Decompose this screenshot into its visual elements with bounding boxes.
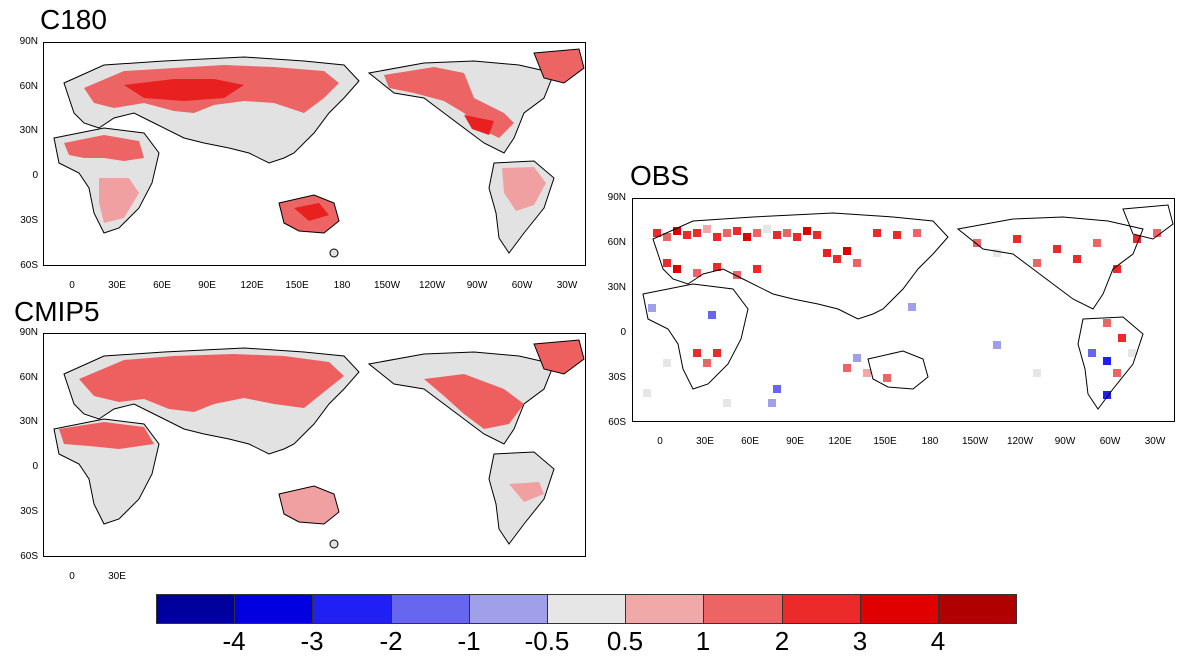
obs-lon-label-30e: 30E: [696, 436, 714, 447]
obs-lat-label-30s: 30S: [608, 372, 626, 383]
c180-lat-label-60s: 60S: [20, 260, 38, 271]
obs-lon-label-90e: 90E: [786, 436, 804, 447]
obs-lon-label-90w: 90W: [1054, 436, 1076, 447]
colorbar-box-5: [547, 595, 627, 623]
colorbar-label-1: -3: [300, 626, 324, 656]
map-cmip5: [43, 333, 586, 557]
colorbar-box-0: [157, 595, 236, 623]
obs-lon-label-150w: 150W: [961, 436, 989, 447]
panel-title-c180: C180: [40, 4, 107, 35]
cmip5-lat-label-30s: 30S: [20, 506, 38, 517]
c180-lon-label-30e: 30E: [108, 280, 126, 291]
panel-title-cmip5: CMIP5: [14, 296, 100, 327]
colorbar-box-10: [938, 595, 1017, 623]
c180-lon-label-0: 0: [69, 280, 75, 291]
c180-lon-label-180: 180: [333, 280, 351, 291]
panel-title-obs: OBS: [630, 160, 690, 191]
cmip5-lon-label-0: 0: [69, 571, 75, 582]
colorbar-box-2: [313, 595, 392, 623]
map-obs-svg: [642, 204, 1174, 410]
colorbar-label-6: 1: [695, 626, 711, 656]
map-cmip5-svg: [53, 339, 585, 549]
cmip5-lat-label-60n: 60N: [19, 372, 38, 383]
c180-lon-label-60w: 60W: [511, 280, 533, 291]
obs-lon-label-0: 0: [657, 436, 663, 447]
map-c180: [43, 42, 586, 266]
c180-lon-label-90w: 90W: [466, 280, 488, 291]
c180-lon-label-30w: 30W: [556, 280, 578, 291]
obs-coastlines: [642, 204, 1174, 410]
c180-lat-label-0: 0: [32, 170, 38, 181]
colorbar-box-7: [704, 595, 783, 623]
colorbar-label-7: 2: [774, 626, 790, 656]
cmip5-lon-label-30e: 30E: [108, 571, 126, 582]
obs-lon-label-60w: 60W: [1099, 436, 1121, 447]
cmip5-lat-label-60s: 60S: [20, 551, 38, 562]
obs-lon-label-30w: 30W: [1144, 436, 1166, 447]
colorbar-box-1: [235, 595, 314, 623]
colorbar-label-3: -1: [457, 626, 481, 656]
colorbar-label-2: -2: [379, 626, 403, 656]
colorbar-box-8: [782, 595, 861, 623]
c180-lon-label-120e: 120E: [240, 280, 264, 291]
colorbar-label-5: 0.5: [606, 626, 644, 656]
c180-lat-label-30n: 30N: [19, 125, 38, 136]
c180-lon-label-150w: 150W: [373, 280, 401, 291]
obs-grid-cells: [643, 225, 1161, 407]
map-obs: [632, 198, 1175, 422]
c180-lon-label-150e: 150E: [285, 280, 309, 291]
colorbar-label-0: -4: [222, 626, 246, 656]
obs-lat-label-30n: 30N: [607, 282, 626, 293]
obs-lat-label-60s: 60S: [608, 417, 626, 428]
colorbar-label-4: -0.5: [524, 626, 570, 656]
map-c180-svg: [53, 48, 585, 258]
colorbar-box-4: [469, 595, 548, 623]
colorbar-box-3: [391, 595, 470, 623]
c180-lat-label-90n: 90N: [19, 36, 38, 47]
c180-lat-label-60n: 60N: [19, 81, 38, 92]
obs-lat-label-0: 0: [620, 327, 626, 338]
colorbar-box-6: [626, 595, 705, 623]
c180-lon-label-120w: 120W: [418, 280, 446, 291]
colorbar: [156, 594, 1017, 624]
obs-lon-label-120e: 120E: [828, 436, 852, 447]
colorbar-label-9: 4: [930, 626, 946, 656]
cmip5-lat-label-90n: 90N: [19, 327, 38, 338]
c180-lat-label-30s: 30S: [20, 215, 38, 226]
obs-lon-label-180: 180: [921, 436, 939, 447]
cmip5-lat-label-0: 0: [32, 461, 38, 472]
c180-lon-label-60e: 60E: [153, 280, 171, 291]
obs-lon-label-60e: 60E: [741, 436, 759, 447]
obs-lat-label-90n: 90N: [607, 192, 626, 203]
c180-lon-label-90e: 90E: [198, 280, 216, 291]
obs-lat-label-60n: 60N: [607, 237, 626, 248]
colorbar-box-9: [860, 595, 939, 623]
colorbar-label-8: 3: [852, 626, 868, 656]
obs-lon-label-150e: 150E: [873, 436, 897, 447]
cmip5-lat-label-30n: 30N: [19, 416, 38, 427]
obs-lon-label-120w: 120W: [1006, 436, 1034, 447]
